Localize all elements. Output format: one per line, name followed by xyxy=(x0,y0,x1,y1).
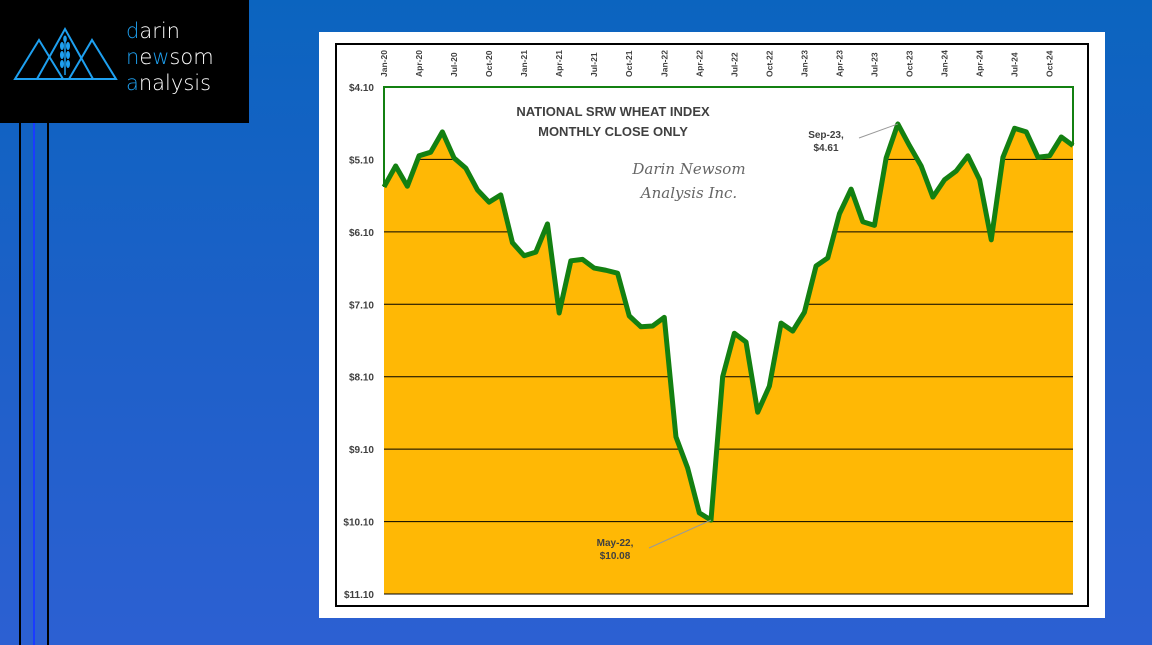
annotation-leader xyxy=(648,519,712,549)
annotation-label: Sep-23, xyxy=(808,130,844,141)
y-tick-label: $4.10 xyxy=(349,83,374,94)
y-tick-label: $10.10 xyxy=(343,518,374,529)
mountain-wheat-icon xyxy=(13,26,118,80)
annotation-label: May-22, xyxy=(597,538,634,549)
logo-text-newsom: som xyxy=(169,45,214,69)
area-upper-blank xyxy=(384,87,1073,521)
logo-text-darin: arin xyxy=(139,19,180,43)
chart-subtitle: MONTHLY CLOSE ONLY xyxy=(538,124,688,139)
x-tick-label: Oct-22 xyxy=(764,50,774,77)
annotation-leader xyxy=(858,123,899,139)
logo-letter: n xyxy=(126,45,140,69)
logo-wordmark: darin newsom analysis xyxy=(126,18,214,96)
logo-letter: d xyxy=(126,19,140,43)
x-tick-label: Apr-23 xyxy=(834,50,844,77)
x-tick-label: Oct-23 xyxy=(905,50,915,77)
x-tick-label: Apr-20 xyxy=(414,50,424,77)
watermark: Analysis Inc. xyxy=(639,184,737,202)
x-tick-label: Jan-22 xyxy=(659,50,669,77)
company-logo: darin newsom analysis xyxy=(0,0,249,123)
x-tick-label: Jul-22 xyxy=(729,52,739,77)
decorative-line xyxy=(19,123,21,645)
area-border xyxy=(383,86,1074,187)
x-tick-label: Jul-24 xyxy=(1010,52,1020,77)
wheat-index-chart: $4.10 $5.10 $6.10 $7.10 $8.10 $9.10 $10.10 $11.… xyxy=(335,43,1089,607)
chart-card: $4.10 $5.10 $6.10 $7.10 $8.10 $9.10 $10.10 $11.… xyxy=(319,32,1105,618)
decorative-line xyxy=(47,123,49,645)
y-tick-label: $9.10 xyxy=(349,445,374,456)
y-tick-label: $6.10 xyxy=(349,228,374,239)
chart-title: NATIONAL SRW WHEAT INDEX xyxy=(516,104,710,119)
x-tick-label: Oct-24 xyxy=(1045,50,1055,77)
y-tick-label: $7.10 xyxy=(349,300,374,311)
x-tick-label: Jul-21 xyxy=(589,52,599,77)
y-tick-label: $11.10 xyxy=(344,590,374,601)
logo-letter: a xyxy=(126,71,139,95)
x-tick-label: Apr-22 xyxy=(694,50,704,77)
logo-letter: e xyxy=(139,45,153,69)
x-tick-label: Jan-21 xyxy=(519,50,529,77)
logo-text-analysis: nalysis xyxy=(138,71,212,95)
x-tick-label: Apr-21 xyxy=(554,50,564,77)
watermark: Darin Newsom xyxy=(631,160,745,178)
y-tick-label: $8.10 xyxy=(349,373,374,384)
x-tick-label: Apr-24 xyxy=(975,50,985,77)
annotation-value: $10.08 xyxy=(600,551,631,562)
x-tick-label: Jan-20 xyxy=(379,50,389,77)
x-tick-label: Oct-21 xyxy=(624,50,634,77)
x-tick-label: Jul-23 xyxy=(869,52,879,77)
x-tick-label: Jan-24 xyxy=(940,50,950,77)
y-tick-label: $5.10 xyxy=(349,155,374,166)
annotation-value: $4.61 xyxy=(813,143,838,154)
decorative-line xyxy=(33,123,35,645)
x-tick-label: Oct-20 xyxy=(484,50,494,77)
series-line xyxy=(381,121,1075,523)
x-tick-label: Jan-23 xyxy=(799,50,809,77)
logo-letter: w xyxy=(152,45,170,69)
x-tick-label: Jul-20 xyxy=(449,52,459,77)
